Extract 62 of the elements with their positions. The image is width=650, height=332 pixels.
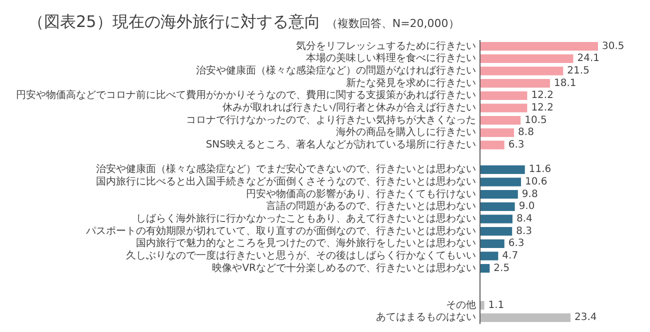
- y-tick-label: 言語の問題があるので、行きたいとは思わない: [266, 200, 476, 212]
- y-tick-label: 治安や健康面（様々な感染症など）でまだ安心できないので、行きたいとは思わない: [96, 163, 476, 176]
- bar: [480, 202, 515, 211]
- y-tick-label: 円安や物価高などでコロナ前に比べて費用がかかりそうなので、費用に関する支援策があれば行きたい: [16, 89, 476, 102]
- y-tick-label: 本場の美味しい料理を食べに行きたい: [306, 52, 476, 64]
- y-tick-label: SNS映えるところ、著名人などが訪れている場所に行きたい: [206, 138, 476, 150]
- data-label: 9.0: [518, 201, 535, 212]
- data-label: 11.6: [528, 164, 552, 176]
- data-label: 23.4: [574, 312, 597, 324]
- bar: [480, 301, 484, 310]
- y-tick-label: 新たな発見を求めに行きたい: [346, 76, 476, 89]
- data-label: 8.3: [516, 226, 532, 237]
- bar: [480, 239, 504, 248]
- chart-subtitle: （複数回答、N=20,000）: [326, 17, 460, 30]
- data-label: 10.6: [525, 176, 548, 188]
- data-label: 30.5: [602, 40, 624, 52]
- data-label: 6.3: [508, 238, 524, 250]
- y-tick-label: 休みが取れれば行きたい/同行者と休みが合えば行きたい: [222, 101, 476, 114]
- bar: [480, 79, 550, 88]
- data-label: 8.8: [518, 127, 534, 138]
- y-tick-label: 久しぶりなので一度は行きたいと思うが、その後はしばらく行かなくてもいい: [126, 250, 476, 262]
- data-label: 18.1: [554, 78, 576, 89]
- bar: [480, 140, 504, 150]
- bar: [480, 104, 528, 112]
- y-tick-label: 円安や物価高の影響があり、行きたくても行けない: [246, 188, 476, 200]
- bar: [480, 66, 564, 76]
- y-tick-label: 国内旅行に比べると出入国手続きなどが面倒くさそうなので、行きたいとは思わない: [96, 176, 476, 188]
- y-tick-label: パスポートの有効期限が切れていて、取り直すのが面倒なので、行きたいとは思わない: [85, 224, 476, 237]
- data-label: 2.5: [494, 262, 510, 274]
- bar: [480, 190, 518, 199]
- bar: [480, 227, 512, 236]
- y-tick-label: しばらく海外旅行に行かなかったこともあり、あえて行きたいとは思わない: [136, 212, 476, 225]
- y-tick-label: 海外の商品を購入しに行きたい: [336, 126, 476, 138]
- data-label: 12.2: [531, 90, 554, 102]
- data-label: 9.8: [522, 188, 538, 200]
- data-label: 6.3: [508, 139, 524, 150]
- data-label: 21.5: [567, 65, 590, 76]
- data-label: 12.2: [531, 102, 554, 114]
- bar: [480, 128, 514, 137]
- y-tick-label: その他: [446, 298, 476, 311]
- bar: [480, 178, 522, 186]
- bar: [480, 165, 525, 174]
- bar: [480, 54, 574, 63]
- data-label: 8.4: [516, 214, 532, 225]
- y-tick-label: 気分をリフレッシュするために行きたい: [296, 40, 476, 52]
- bar: [480, 42, 598, 51]
- text: （図表25）現在の海外旅行に対する意向: [28, 12, 320, 31]
- y-tick-label: コロナで行けなかったので、より行きたい気持ちが大きくなった: [186, 114, 476, 126]
- y-tick-label: 国内旅行で魅力的なところを見つけたので、海外旅行をしたいとは思わない: [136, 237, 476, 250]
- data-label: 4.7: [502, 250, 518, 262]
- y-tick-label: 治安や健康面（様々な感染症など）の問題がなければ行きたい: [196, 64, 476, 76]
- y-tick-label: 映像やVRなどで十分楽しめるので、行きたいとは思わない: [212, 262, 476, 274]
- bar: [480, 214, 512, 224]
- data-label: 10.5: [524, 114, 547, 126]
- bar: [480, 264, 490, 273]
- bar: [480, 116, 521, 125]
- data-label: 1.1: [488, 300, 504, 311]
- y-tick-label: あてはまるものはない: [376, 312, 476, 324]
- bar: [480, 313, 571, 322]
- bar: [480, 252, 498, 260]
- bar: [480, 91, 528, 100]
- data-label: 24.1: [577, 53, 600, 64]
